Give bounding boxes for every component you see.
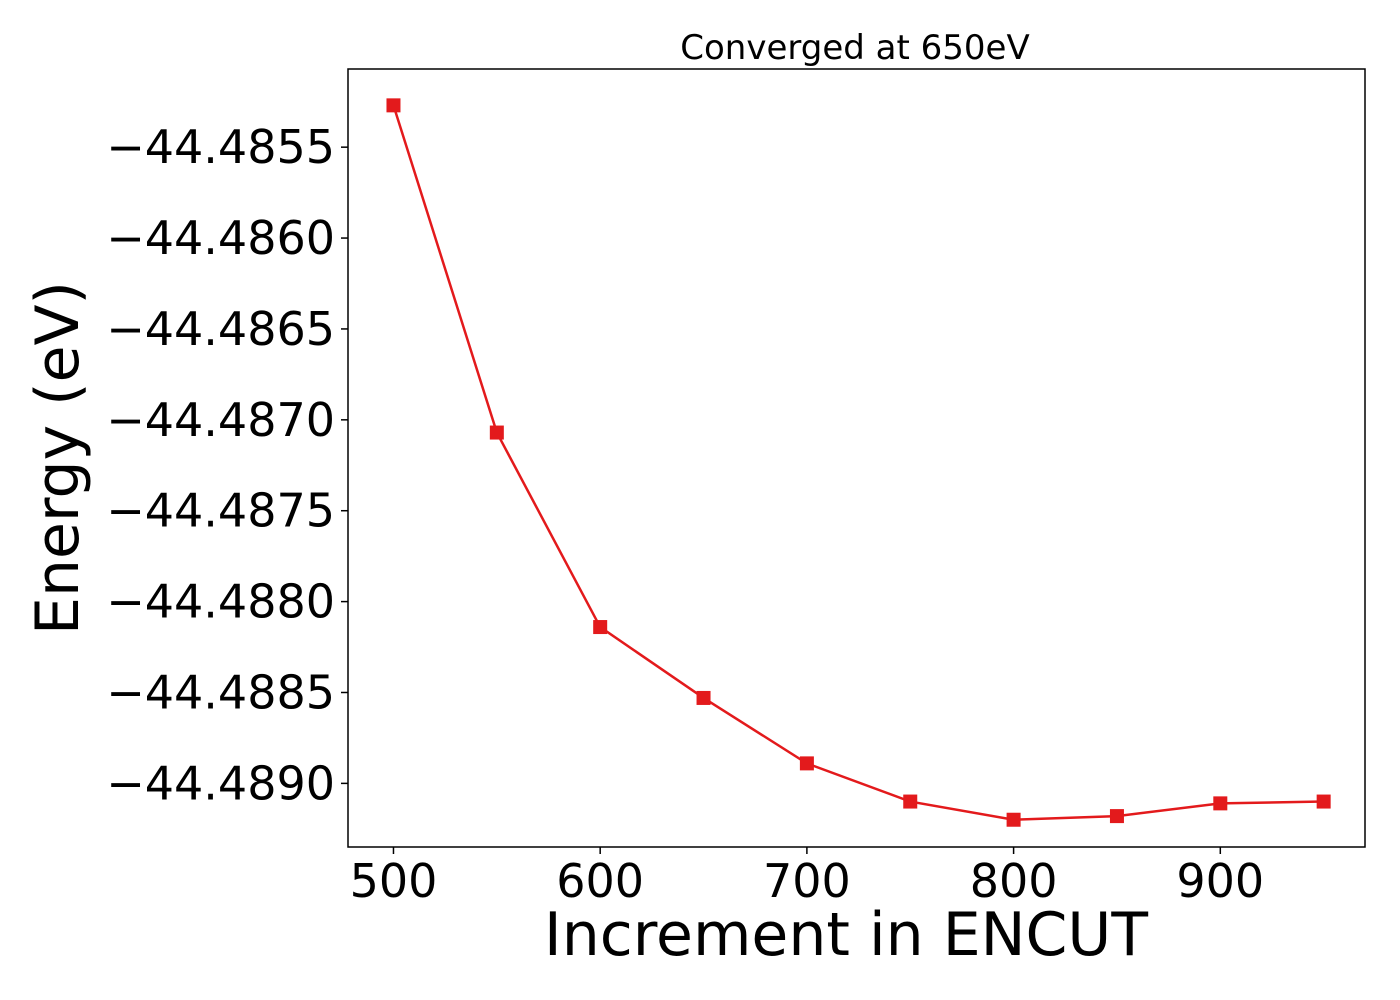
data-point <box>903 794 918 809</box>
y-axis: −44.4855 −44.4860 −44.4865 −44.4870 −44.4875… <box>106 120 348 810</box>
y-tick-label: −44.4890 <box>106 756 335 810</box>
data-point <box>799 756 814 771</box>
y-tick-label: −44.4855 <box>106 120 335 174</box>
series-line <box>392 104 1324 821</box>
data-series <box>386 98 1331 827</box>
data-point <box>386 98 401 113</box>
y-tick-label: −44.4865 <box>106 302 335 356</box>
data-point <box>489 425 504 440</box>
x-tick-label: 900 <box>1176 854 1264 908</box>
data-point <box>696 690 711 705</box>
y-tick-label: −44.4880 <box>106 575 335 629</box>
x-axis: 500 600 700 800 900 <box>350 847 1264 908</box>
x-tick-label: 800 <box>970 854 1058 908</box>
plot-area <box>347 68 1366 848</box>
x-axis-title: Increment in ENCUT <box>544 900 1148 970</box>
x-tick-label: 700 <box>763 854 851 908</box>
chart-title: Converged at 650eV <box>680 28 1029 68</box>
y-tick-label: −44.4870 <box>106 393 335 447</box>
y-tick-label: −44.4860 <box>106 211 335 265</box>
y-tick-label: −44.4885 <box>106 665 335 719</box>
data-point <box>1213 796 1228 811</box>
y-tick-label: −44.4875 <box>106 484 335 538</box>
data-point <box>1316 794 1331 809</box>
data-point <box>1006 812 1021 827</box>
x-tick-label: 500 <box>350 854 438 908</box>
y-axis-title: Energy (eV) <box>23 281 93 635</box>
data-point <box>593 620 608 635</box>
data-point <box>1109 809 1124 824</box>
x-tick-label: 600 <box>556 854 644 908</box>
